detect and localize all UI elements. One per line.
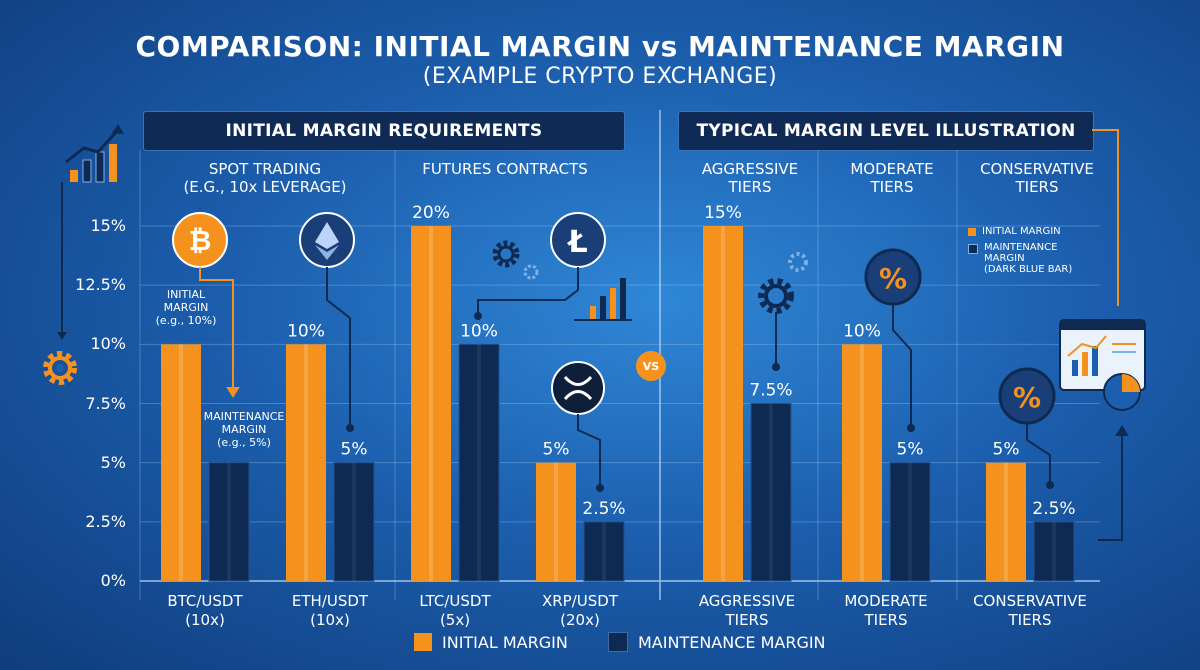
data-label: 10% [843, 321, 881, 341]
gear-icon [43, 351, 77, 385]
bar-initial-margin [536, 462, 576, 581]
group-label-futures: FUTURES CONTRACTS [422, 160, 588, 178]
svg-text:₿: ₿ [189, 224, 212, 257]
x-category-label: MODERATE TIERS [844, 592, 928, 629]
ethereum-icon [299, 212, 355, 268]
data-label: 7.5% [749, 381, 792, 401]
data-label: 5% [897, 440, 924, 460]
right-panel-header: TYPICAL MARGIN LEVEL ILLUSTRATION [678, 111, 1094, 151]
legend-item-maintenance: MAINTENANCE MARGIN [608, 632, 826, 652]
x-category-label: XRP/USDT (20x) [541, 592, 618, 629]
bar-highlight [1052, 521, 1056, 581]
bar-highlight [429, 226, 433, 581]
bar-maintenance-margin [333, 462, 375, 582]
bar-maintenance-margin [208, 462, 250, 582]
data-label: 5% [341, 440, 368, 460]
initial-margin-annotation: INITIAL MARGIN (e.g., 10%) [155, 288, 217, 327]
inner-legend-maintenance: MAINTENANCE MARGIN (DARK BLUE BAR) [984, 242, 1073, 275]
litecoin-icon: Ł [550, 212, 606, 268]
y-tick-label: 0% [100, 571, 126, 590]
bar-maintenance-margin [583, 521, 625, 582]
x-category-label: AGGRESSIVE TIERS [698, 592, 796, 629]
y-tick-label: 12.5% [75, 275, 126, 295]
bar-highlight [769, 403, 773, 581]
vs-badge: VS [636, 351, 666, 381]
legend-label-initial: INITIAL MARGIN [442, 632, 568, 652]
legend-item-initial: INITIAL MARGIN [414, 632, 568, 652]
bar-highlight [179, 344, 183, 581]
bar-highlight [1004, 462, 1008, 581]
bar-highlight [721, 226, 725, 581]
bar-highlight [477, 344, 481, 581]
group-label-spot: SPOT TRADING (E.G., 10x LEVERAGE) [183, 160, 347, 196]
trend-chart-icon [57, 124, 124, 340]
chart-title: COMPARISON: INITIAL MARGIN vs MAINTENANC… [135, 30, 1065, 63]
gear-icon [758, 252, 808, 314]
bitcoin-icon: ₿ [172, 212, 228, 268]
bar-highlight [352, 462, 356, 581]
bar-maintenance-margin [458, 343, 500, 582]
data-label: 20% [412, 203, 450, 223]
percent-icon: % [998, 367, 1056, 425]
svg-text:%: % [1013, 381, 1041, 414]
bar-maintenance-margin [889, 462, 931, 582]
legend-swatch-maintenance [608, 632, 628, 652]
bar-initial-margin [986, 462, 1026, 581]
percent-icon: % [864, 248, 922, 306]
bar-maintenance-margin [750, 403, 792, 582]
xrp-icon [551, 361, 605, 415]
data-label: 5% [543, 440, 570, 460]
x-category-label: BTC/USDT (10x) [167, 592, 243, 629]
bar-maintenance-margin [1033, 521, 1075, 582]
group-label-moderate: MODERATE TIERS [850, 160, 934, 196]
group-label-conservative: CONSERVATIVE TIERS [980, 160, 1094, 196]
maintenance-margin-annotation: MAINTENANCE MARGIN (e.g., 5%) [203, 410, 285, 449]
y-tick-label: 7.5% [85, 393, 126, 413]
left-panel-header: INITIAL MARGIN REQUIREMENTS [143, 111, 625, 151]
inner-legend: INITIAL MARGIN MAINTENANCE MARGIN (DARK … [968, 226, 1100, 296]
bar-initial-margin [703, 226, 743, 581]
bar-initial-margin [411, 226, 451, 581]
x-category-label: LTC/USDT (5x) [419, 592, 491, 629]
bar-highlight [602, 521, 606, 581]
bar-highlight [554, 462, 558, 581]
data-label: 2.5% [582, 499, 625, 519]
y-tick-label: 5% [100, 452, 126, 472]
data-label: 10% [460, 321, 498, 341]
legend-label-maintenance: MAINTENANCE MARGIN [638, 632, 826, 652]
y-tick-label: 15% [90, 216, 126, 235]
x-category-label: ETH/USDT (10x) [291, 592, 369, 629]
bar-highlight [304, 344, 308, 581]
data-label: 10% [287, 321, 325, 341]
y-tick-label: 10% [90, 334, 126, 354]
data-label: 2.5% [1032, 499, 1075, 519]
bar-initial-margin [161, 344, 201, 581]
data-label: 15% [704, 203, 742, 223]
bar-highlight [227, 462, 231, 581]
dashboard-icon [1059, 319, 1146, 411]
svg-text:%: % [879, 262, 907, 295]
group-label-aggressive: AGGRESSIVE TIERS [701, 160, 799, 196]
connector-lines [326, 267, 1129, 541]
connector-lines [199, 129, 1119, 398]
y-tick-label: 2.5% [85, 511, 126, 531]
bar-highlight [908, 462, 912, 581]
bar-highlight [860, 344, 864, 581]
x-category-label: CONSERVATIVE TIERS [973, 592, 1087, 629]
chart-subtitle: (EXAMPLE CRYPTO EXCHANGE) [422, 64, 778, 89]
legend-swatch-initial [414, 633, 432, 651]
bar-initial-margin [286, 344, 326, 581]
gear-icon [492, 240, 539, 280]
data-label: 5% [993, 440, 1020, 460]
inner-legend-initial: INITIAL MARGIN [982, 226, 1061, 237]
svg-text:Ł: Ł [566, 225, 587, 260]
bar-initial-margin [842, 344, 882, 581]
trend-chart-icon [574, 278, 632, 321]
